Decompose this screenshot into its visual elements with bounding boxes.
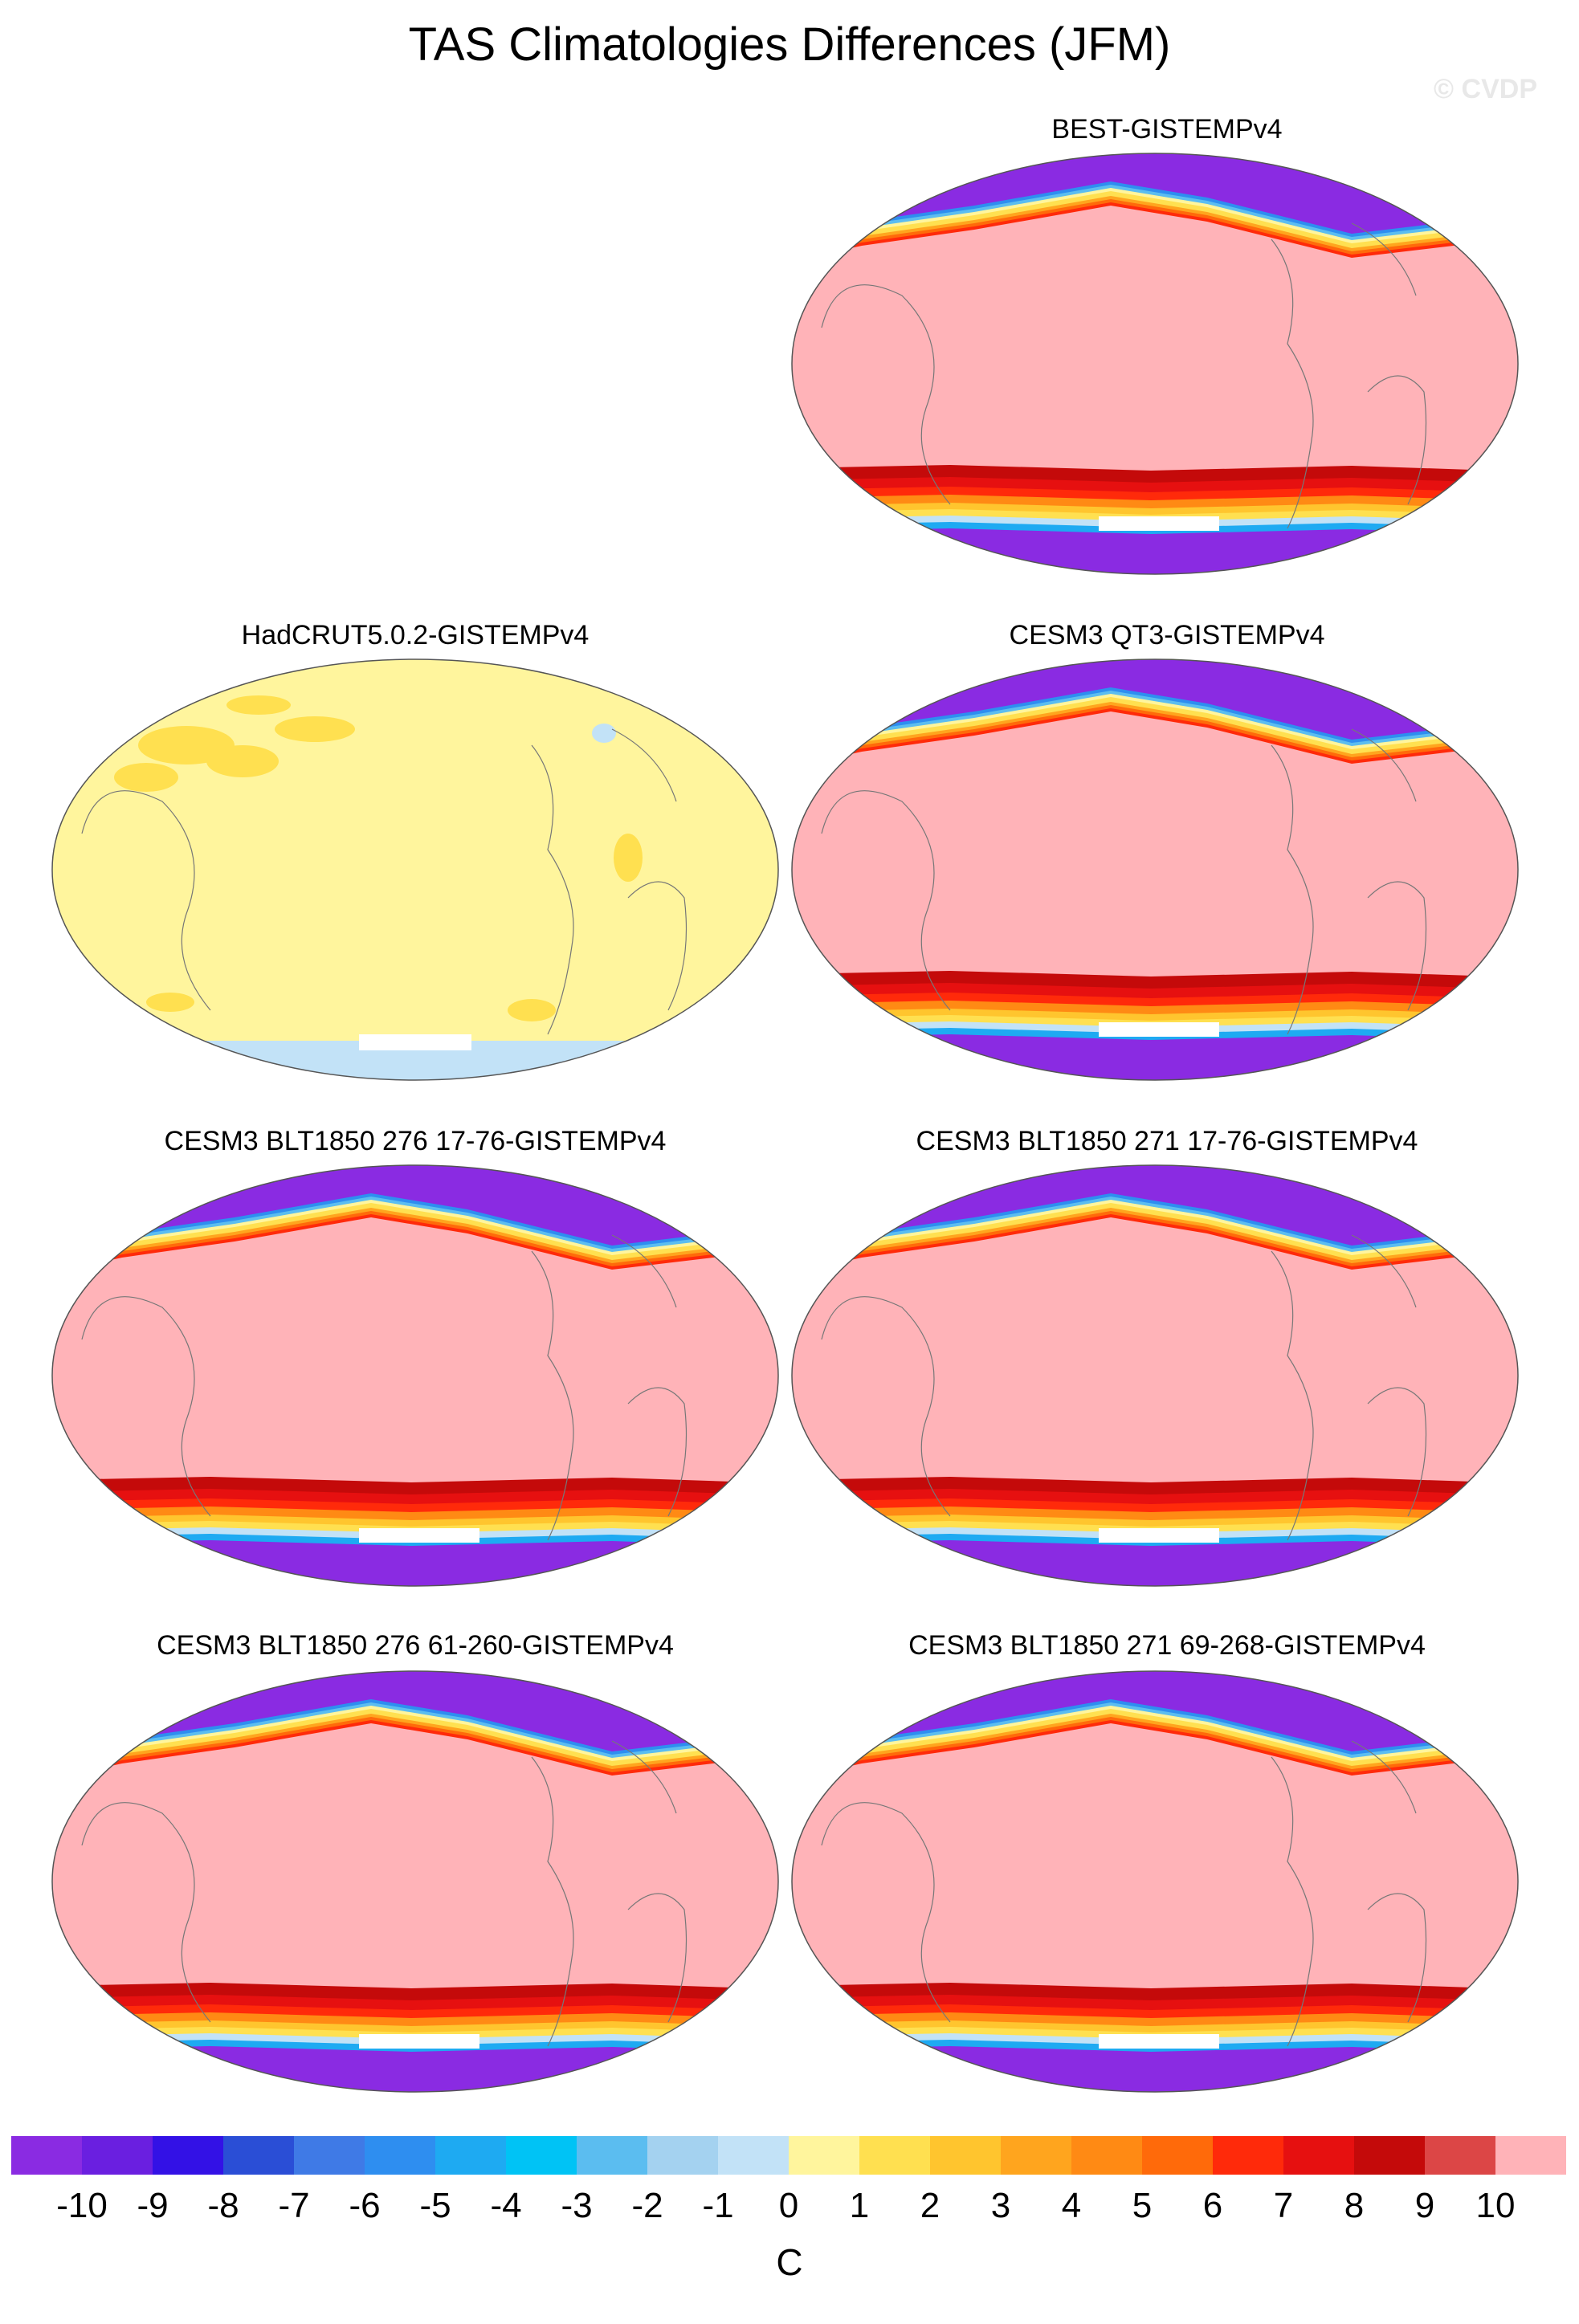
colorbar-swatch bbox=[1425, 2136, 1495, 2175]
map-best bbox=[791, 153, 1519, 575]
map-blt276a bbox=[51, 1164, 779, 1587]
coastlines bbox=[81, 1740, 687, 2047]
panel-title-best: BEST-GISTEMPv4 bbox=[1051, 114, 1283, 145]
map-border bbox=[791, 1670, 1519, 2093]
watermark: © CVDP bbox=[1434, 74, 1537, 104]
colorbar-swatch bbox=[11, 2136, 82, 2175]
colorbar-swatch bbox=[1001, 2136, 1071, 2175]
figure-title: TAS Climatologies Differences (JFM) bbox=[408, 18, 1171, 71]
colorbar-tick-label: -3 bbox=[561, 2186, 593, 2225]
colorbar-swatch bbox=[506, 2136, 577, 2175]
colorbar-tick-label: -4 bbox=[490, 2186, 522, 2225]
field-anomaly bbox=[592, 724, 616, 743]
missing-data bbox=[359, 1528, 479, 1543]
colorbar-tick-label: -8 bbox=[207, 2186, 239, 2225]
field-anomaly bbox=[90, 1065, 154, 1080]
field-anomaly bbox=[206, 745, 279, 777]
colorbar-tick-label: -1 bbox=[702, 2186, 734, 2225]
colorbar-swatch bbox=[1071, 2136, 1142, 2175]
colorbar-swatch bbox=[153, 2136, 223, 2175]
colorbar-tick-label: 2 bbox=[920, 2186, 940, 2225]
map-border bbox=[791, 1164, 1519, 1587]
colorbar-swatch bbox=[859, 2136, 930, 2175]
map-border bbox=[51, 1670, 779, 2093]
colorbar-tick-label: 4 bbox=[1061, 2186, 1082, 2225]
colorbar bbox=[11, 2136, 1566, 2175]
coastlines bbox=[821, 1740, 1427, 2047]
colorbar-swatch bbox=[435, 2136, 506, 2175]
missing-data bbox=[1099, 516, 1219, 531]
colorbar-tick-label: -9 bbox=[137, 2186, 169, 2225]
field-anomaly bbox=[114, 763, 178, 792]
map-border bbox=[51, 1164, 779, 1587]
map-qt3 bbox=[791, 658, 1519, 1081]
panel-title-hadcrut: HadCRUT5.0.2-GISTEMPv4 bbox=[241, 620, 590, 650]
colorbar-swatch bbox=[577, 2136, 647, 2175]
field-anomaly bbox=[146, 993, 194, 1012]
field-anomaly bbox=[508, 999, 556, 1021]
field-contour bbox=[52, 2046, 778, 2092]
map-border bbox=[791, 658, 1519, 1081]
colorbar-swatch bbox=[82, 2136, 153, 2175]
colorbar-tick-label: 8 bbox=[1344, 2186, 1365, 2225]
colorbar-swatch bbox=[1354, 2136, 1425, 2175]
coastlines bbox=[821, 1234, 1427, 1541]
map-blt271a bbox=[791, 1164, 1519, 1587]
field-contour bbox=[792, 528, 1518, 574]
coastlines bbox=[821, 728, 1427, 1035]
field-contour bbox=[792, 2046, 1518, 2092]
colorbar-tick-label: -2 bbox=[631, 2186, 663, 2225]
colorbar-swatch bbox=[223, 2136, 294, 2175]
field-contour bbox=[52, 1540, 778, 1586]
map-blt271b bbox=[791, 1670, 1519, 2093]
coastlines bbox=[821, 222, 1427, 529]
colorbar-tick-label: 6 bbox=[1202, 2186, 1223, 2225]
missing-data bbox=[1099, 1528, 1219, 1543]
colorbar-tick-label: 7 bbox=[1273, 2186, 1294, 2225]
colorbar-swatch bbox=[365, 2136, 435, 2175]
colorbar-swatch bbox=[1213, 2136, 1283, 2175]
panel-title-blt276a: CESM3 BLT1850 276 17-76-GISTEMPv4 bbox=[164, 1126, 667, 1156]
panel-title-blt271b: CESM3 BLT1850 271 69-268-GISTEMPv4 bbox=[908, 1630, 1426, 1661]
coastlines bbox=[81, 1234, 687, 1541]
colorbar-tick-label: -10 bbox=[56, 2186, 108, 2225]
panel-title-qt3: CESM3 QT3-GISTEMPv4 bbox=[1009, 620, 1325, 650]
panel-title-blt271a: CESM3 BLT1850 271 17-76-GISTEMPv4 bbox=[916, 1126, 1418, 1156]
missing-data bbox=[359, 2034, 479, 2049]
map-blt276b bbox=[51, 1670, 779, 2093]
field-anomaly bbox=[275, 716, 355, 742]
colorbar-swatch bbox=[1495, 2136, 1566, 2175]
colorbar-tick-label: 10 bbox=[1475, 2186, 1516, 2225]
colorbar-swatch bbox=[294, 2136, 365, 2175]
colorbar-swatch bbox=[789, 2136, 859, 2175]
coastlines bbox=[81, 728, 687, 1035]
colorbar-tick-label: 3 bbox=[990, 2186, 1011, 2225]
colorbar-tick-label: -6 bbox=[349, 2186, 381, 2225]
colorbar-tick-label: 9 bbox=[1414, 2186, 1435, 2225]
field-anomaly bbox=[226, 695, 291, 715]
field-contour bbox=[792, 1540, 1518, 1586]
map-border bbox=[791, 153, 1519, 575]
missing-data bbox=[1099, 1022, 1219, 1037]
panel-title-blt276b: CESM3 BLT1850 276 61-260-GISTEMPv4 bbox=[157, 1630, 674, 1661]
colorbar-tick-label: 0 bbox=[778, 2186, 799, 2225]
map-hadcrut bbox=[51, 658, 779, 1081]
colorbar-swatch bbox=[1283, 2136, 1354, 2175]
colorbar-swatch bbox=[930, 2136, 1001, 2175]
colorbar-units: C bbox=[776, 2241, 803, 2283]
colorbar-tick-label: -7 bbox=[278, 2186, 310, 2225]
map-border bbox=[51, 658, 779, 1081]
missing-data bbox=[359, 1034, 471, 1050]
colorbar-tick-label: 1 bbox=[849, 2186, 870, 2225]
colorbar-tick-label: -5 bbox=[419, 2186, 451, 2225]
colorbar-swatch bbox=[1142, 2136, 1213, 2175]
colorbar-tick-label: 5 bbox=[1132, 2186, 1153, 2225]
field-contour bbox=[792, 1034, 1518, 1080]
colorbar-swatch bbox=[647, 2136, 718, 2175]
field-anomaly bbox=[614, 834, 643, 882]
colorbar-swatch bbox=[718, 2136, 789, 2175]
missing-data bbox=[1099, 2034, 1219, 2049]
